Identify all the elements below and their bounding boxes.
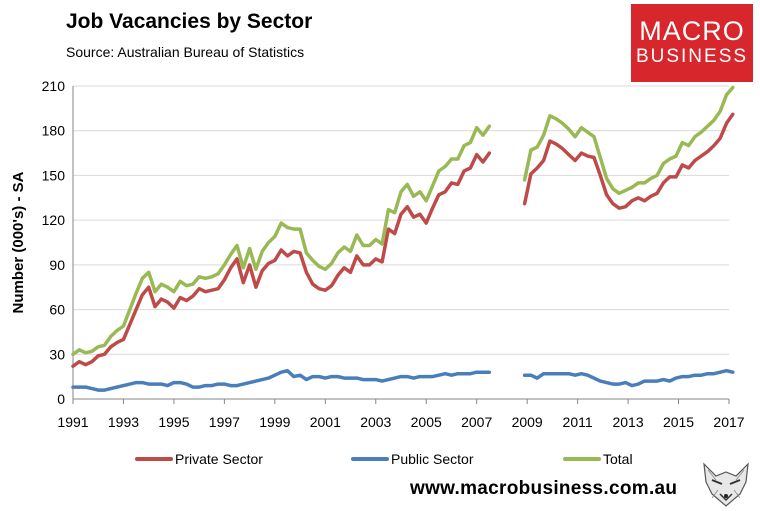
y-tick-label: 90 (49, 257, 65, 273)
series-line-private-sector-segment-1 (71, 151, 492, 368)
x-tick-label: 1999 (259, 414, 290, 430)
x-tick-label: 2015 (663, 414, 694, 430)
series-line-public-sector-segment-2 (522, 368, 735, 388)
x-tick-label: 2009 (512, 414, 543, 430)
x-tick-label: 2001 (310, 414, 341, 430)
y-axis-title: Number (000's) - SA (10, 171, 27, 313)
x-tick-label: 2007 (461, 414, 492, 430)
legend-label: Public Sector (391, 451, 474, 467)
series-line-total-segment-1 (71, 124, 492, 357)
series-line-public-sector-segment-1 (71, 368, 492, 392)
x-tick-label: 1993 (108, 414, 139, 430)
x-tick-label: 2005 (411, 414, 442, 430)
y-tick-label: 180 (42, 123, 66, 139)
y-tick-label: 0 (57, 391, 65, 407)
x-tick-label: 2017 (713, 414, 744, 430)
series-line-total-segment-2 (522, 85, 735, 196)
chart-title: Job Vacancies by Sector (66, 10, 313, 33)
x-tick-label: 2013 (612, 414, 643, 430)
y-tick-label: 120 (42, 212, 66, 228)
x-tick-label: 2011 (563, 414, 593, 430)
logo-line-2: BUSINESS (635, 46, 749, 67)
legend-label: Private Sector (175, 451, 263, 467)
y-tick-label: 60 (49, 302, 65, 318)
source-note: Source: Australian Bureau of Statistics (66, 44, 305, 60)
x-tick-label: 1991 (57, 414, 88, 430)
fox-mascot-icon (703, 462, 749, 507)
y-tick-label: 150 (42, 167, 66, 183)
x-tick-label: 2003 (360, 414, 391, 430)
logo-line-1: MACRO (639, 16, 745, 46)
legend-label: Total (603, 451, 633, 467)
website-url: www.macrobusiness.com.au (410, 478, 678, 499)
y-tick-label: 210 (42, 78, 66, 94)
series-line-private-sector-segment-2 (522, 112, 735, 210)
x-tick-label: 1997 (209, 414, 240, 430)
macrobusiness-logo: MACRO BUSINESS (631, 4, 753, 82)
x-tick-label: 1995 (158, 414, 189, 430)
y-tick-label: 30 (49, 346, 65, 362)
